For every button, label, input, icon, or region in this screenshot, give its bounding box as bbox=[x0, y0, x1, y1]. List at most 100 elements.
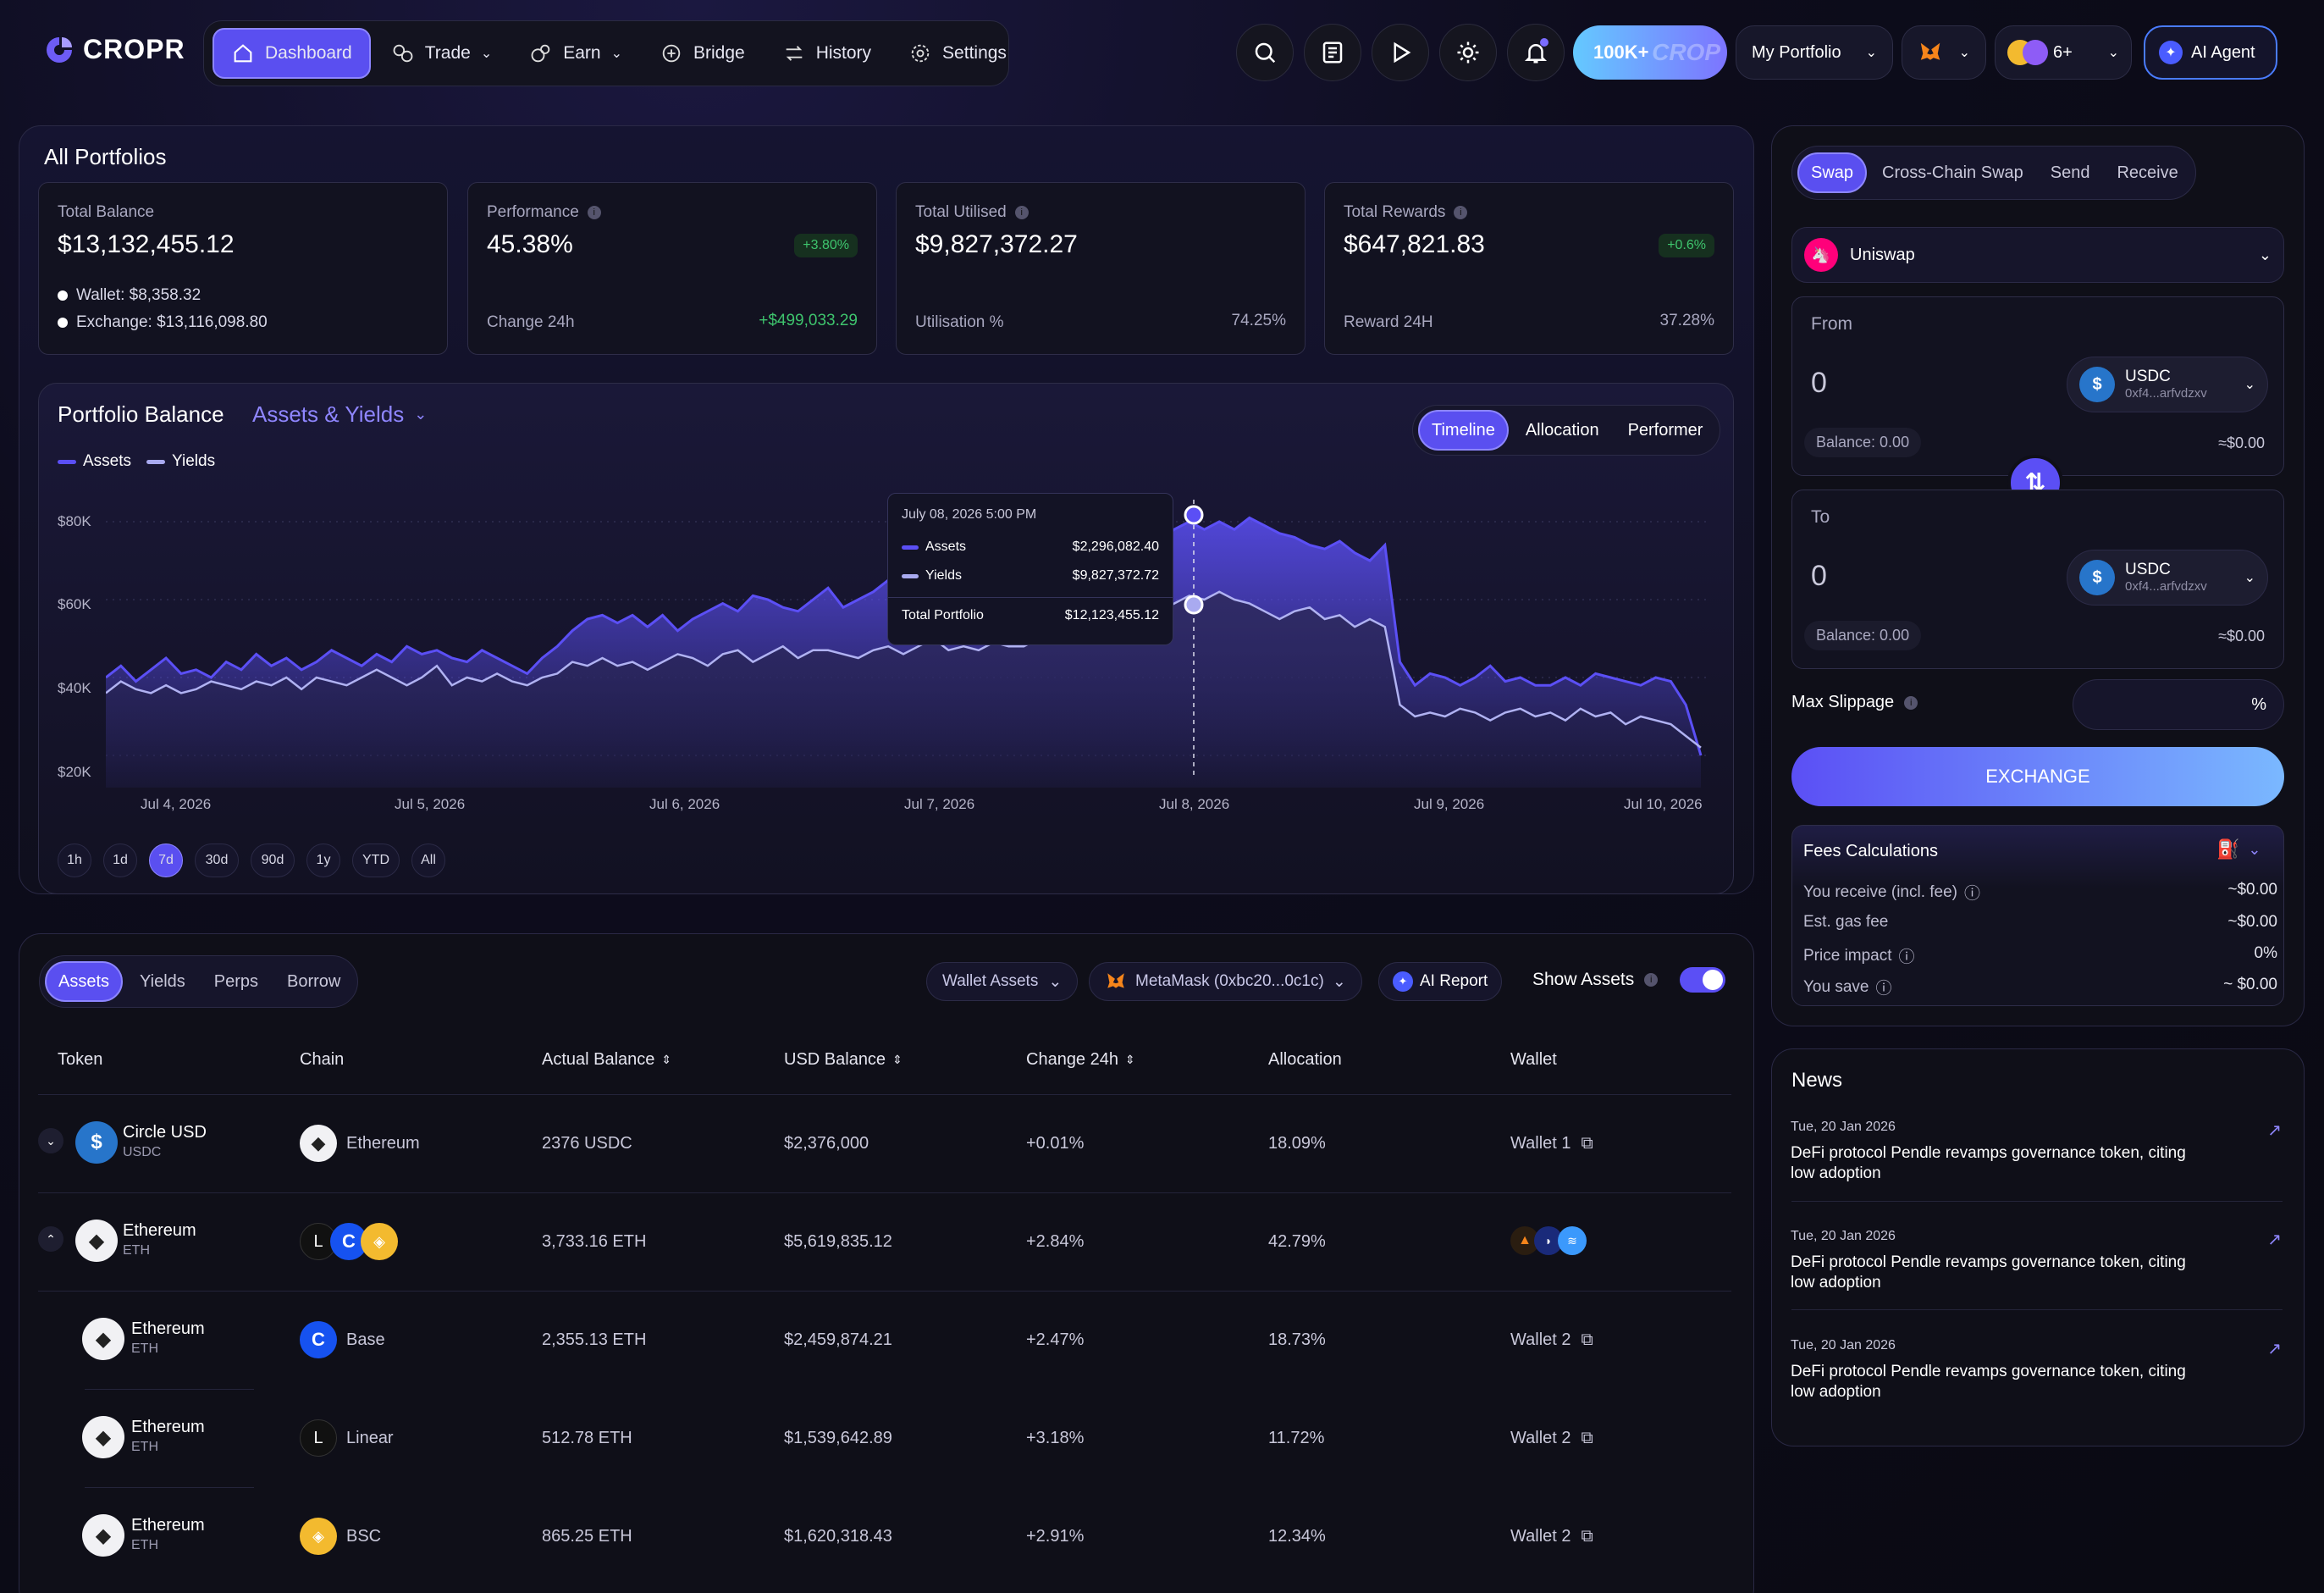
utilisation-label: Utilisation % bbox=[915, 313, 1004, 331]
x-tick-label: Jul 9, 2026 bbox=[1414, 796, 1485, 812]
notifications-button[interactable] bbox=[1507, 24, 1565, 81]
tab-perps[interactable]: Perps bbox=[213, 971, 259, 991]
tab-receive[interactable]: Receive bbox=[2117, 163, 2178, 182]
help-icon[interactable]: ⓘ bbox=[1964, 885, 1981, 903]
range-1y[interactable]: 1y bbox=[306, 844, 340, 877]
wallet-assets-filter[interactable]: Wallet Assets ⌄ bbox=[926, 962, 1079, 1001]
table-row[interactable]: ⌃ ◆ Ethereum ETH L C ◈ 3,733.16 ETH $5,6… bbox=[38, 1194, 1731, 1291]
change-24h: +2.84% bbox=[1026, 1232, 1085, 1251]
range-90d[interactable]: 90d bbox=[251, 844, 295, 877]
external-link-icon[interactable]: ↗ bbox=[2267, 1340, 2282, 1358]
news-item[interactable]: Tue, 20 Jan 2026 DeFi protocol Pendle re… bbox=[1791, 1120, 2282, 1184]
book-button[interactable] bbox=[1304, 24, 1361, 81]
from-token-select[interactable]: $ USDC 0xf4...arfvdzxv ⌄ bbox=[2067, 357, 2268, 412]
range-all[interactable]: All bbox=[411, 844, 445, 877]
token-symbol: USDC bbox=[123, 1145, 162, 1159]
exchange-button[interactable]: EXCHANGE bbox=[1791, 747, 2284, 806]
usd-balance: $1,620,318.43 bbox=[784, 1527, 892, 1546]
help-icon[interactable]: ⓘ bbox=[1875, 980, 1892, 998]
ethereum-icon: ◆ bbox=[82, 1416, 124, 1458]
play-button[interactable] bbox=[1372, 24, 1429, 81]
wallet-select[interactable]: ⌄ bbox=[1902, 25, 1986, 80]
ai-agent-button[interactable]: ✦ AI Agent bbox=[2144, 25, 2277, 80]
chart-series-selector[interactable]: Assets & Yields ⌄ bbox=[252, 401, 427, 428]
dex-select[interactable]: 🦄 Uniswap ⌄ bbox=[1791, 227, 2284, 283]
external-link-icon[interactable]: ↗ bbox=[2267, 1121, 2282, 1140]
actual-balance: 512.78 ETH bbox=[542, 1429, 632, 1447]
ai-report-button[interactable]: ✦ AI Report bbox=[1378, 962, 1503, 1001]
tab-borrow[interactable]: Borrow bbox=[287, 971, 341, 991]
range-7d[interactable]: 7d bbox=[149, 844, 183, 877]
info-icon[interactable]: i bbox=[1904, 695, 1918, 710]
swap-to-box: To 0 $ USDC 0xf4...arfvdzxv ⌄ Balance: 0… bbox=[1791, 490, 2284, 669]
news-item[interactable]: Tue, 20 Jan 2026 DeFi protocol Pendle re… bbox=[1791, 1229, 2282, 1293]
table-row[interactable]: ◆ Ethereum ETH ◈ BSC 865.25 ETH $1,620,3… bbox=[38, 1489, 1731, 1585]
help-icon[interactable]: ⓘ bbox=[1898, 949, 1915, 966]
tab-cross-chain-swap[interactable]: Cross-Chain Swap bbox=[1882, 163, 2023, 182]
info-icon[interactable]: i bbox=[1014, 206, 1029, 219]
to-amount-input[interactable]: 0 bbox=[1811, 560, 1827, 592]
range-30d[interactable]: 30d bbox=[195, 844, 239, 877]
info-icon[interactable]: i bbox=[587, 206, 601, 219]
to-token-select[interactable]: $ USDC 0xf4...arfvdzxv ⌄ bbox=[2067, 550, 2268, 606]
theme-toggle[interactable] bbox=[1439, 24, 1497, 81]
tab-performer[interactable]: Performer bbox=[1627, 420, 1703, 440]
search-button[interactable] bbox=[1236, 24, 1294, 81]
copy-icon[interactable]: ⧉ bbox=[1581, 1134, 1593, 1153]
tab-allocation[interactable]: Allocation bbox=[1525, 420, 1599, 440]
portfolio-select[interactable]: My Portfolio ⌄ bbox=[1736, 25, 1893, 80]
from-amount-input[interactable]: 0 bbox=[1811, 367, 1827, 399]
usd-balance: $2,376,000 bbox=[784, 1134, 869, 1153]
tab-timeline[interactable]: Timeline bbox=[1418, 410, 1509, 451]
range-1h[interactable]: 1h bbox=[58, 844, 91, 877]
nav-dashboard[interactable]: Dashboard bbox=[213, 28, 371, 79]
table-row[interactable]: ◆ Ethereum ETH L Linear 512.78 ETH $1,53… bbox=[38, 1391, 1731, 1487]
slippage-unit: % bbox=[2251, 694, 2266, 714]
allocation: 42.79% bbox=[1268, 1232, 1326, 1251]
fee-label-text: You receive (incl. fee) bbox=[1803, 882, 1958, 901]
nav-bridge[interactable]: Bridge bbox=[643, 28, 762, 79]
nav-settings[interactable]: Settings bbox=[892, 28, 1024, 79]
slippage-input[interactable]: % bbox=[2073, 679, 2284, 730]
tab-yields[interactable]: Yields bbox=[140, 971, 185, 991]
collapse-chevron-icon[interactable]: ⌃ bbox=[38, 1226, 63, 1252]
copy-icon[interactable]: ⧉ bbox=[1581, 1527, 1593, 1546]
nav-trade[interactable]: Trade ⌄ bbox=[374, 28, 510, 79]
networks-select[interactable]: 6+ ⌄ bbox=[1995, 25, 2132, 80]
wallet-label: Wallet 2 bbox=[1510, 1330, 1571, 1349]
promo-badge[interactable]: 100K+ CROP bbox=[1573, 25, 1727, 80]
row-divider bbox=[38, 1192, 1731, 1193]
portfolio-chart[interactable] bbox=[106, 500, 1706, 788]
logo[interactable]: CROPR bbox=[44, 34, 185, 65]
info-icon[interactable]: i bbox=[1644, 973, 1659, 987]
usdc-icon: $ bbox=[2079, 560, 2115, 595]
col-usd-balance[interactable]: USD Balance ⇕ bbox=[784, 1050, 903, 1070]
tab-swap[interactable]: Swap bbox=[1797, 152, 1868, 193]
tab-send[interactable]: Send bbox=[2050, 163, 2090, 182]
table-row[interactable]: ◆ Ethereum ETH C Base 2,355.13 ETH $2,45… bbox=[38, 1292, 1731, 1389]
range-ytd[interactable]: YTD bbox=[352, 844, 400, 877]
tab-assets[interactable]: Assets bbox=[45, 961, 124, 1002]
external-link-icon[interactable]: ↗ bbox=[2267, 1231, 2282, 1249]
chevron-down-icon: ⌄ bbox=[2248, 840, 2261, 858]
col-change-24h[interactable]: Change 24h ⇕ bbox=[1026, 1050, 1135, 1070]
sort-icon: ⇕ bbox=[892, 1053, 903, 1066]
nav-earn[interactable]: Earn ⌄ bbox=[512, 28, 639, 79]
col-wallet: Wallet bbox=[1510, 1050, 1557, 1069]
copy-icon[interactable]: ⧉ bbox=[1581, 1330, 1593, 1349]
info-icon[interactable]: i bbox=[1454, 206, 1468, 219]
nav-history-label: History bbox=[815, 43, 872, 63]
copy-icon[interactable]: ⧉ bbox=[1581, 1429, 1593, 1447]
expand-chevron-icon[interactable]: ⌄ bbox=[38, 1128, 63, 1153]
nav-history[interactable]: History bbox=[765, 28, 888, 79]
metamask-filter[interactable]: MetaMask (0xbc20...0c1c) ⌄ bbox=[1089, 962, 1362, 1001]
news-headline: DeFi protocol Pendle revamps governance … bbox=[1791, 1144, 2186, 1182]
show-assets-toggle[interactable] bbox=[1680, 967, 1726, 993]
table-row[interactable]: ⌄ $ Circle USD USDC ◆ Ethereum 2376 USDC… bbox=[38, 1096, 1731, 1192]
dashboard-icon bbox=[234, 44, 252, 63]
tooltip-total-row: Total Portfolio $12,123,455.12 bbox=[902, 608, 1159, 623]
news-item[interactable]: Tue, 20 Jan 2026 DeFi protocol Pendle re… bbox=[1791, 1338, 2282, 1402]
fees-header-icons[interactable]: ⛽ ⌄ bbox=[2216, 838, 2261, 860]
range-1d[interactable]: 1d bbox=[103, 844, 137, 877]
col-actual-balance[interactable]: Actual Balance ⇕ bbox=[542, 1050, 671, 1070]
